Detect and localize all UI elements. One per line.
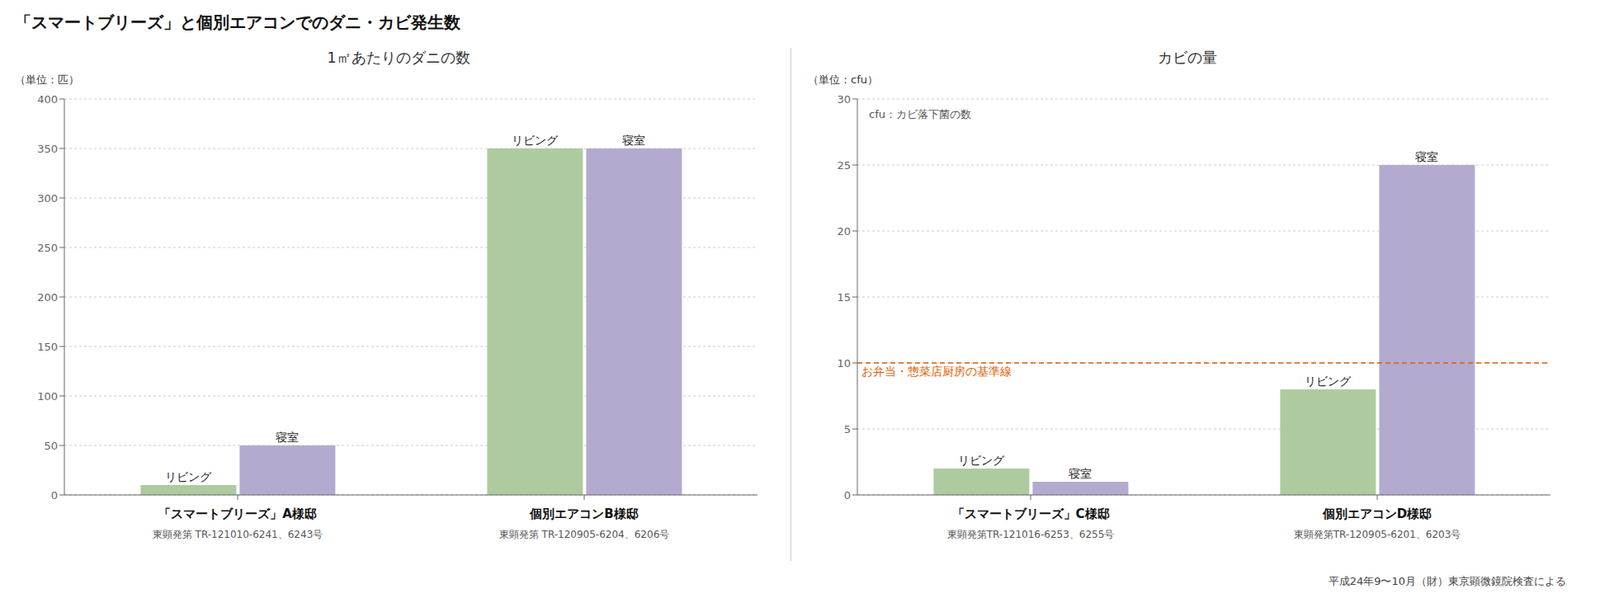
svg-text:30: 30 (836, 93, 851, 106)
html-text:cfu：カビ落下菌の数: cfu：カビ落下菌の数 (868, 108, 972, 121)
svg-text:5: 5 (844, 423, 851, 436)
svg-text:300: 300 (37, 192, 58, 205)
svg-text:250: 250 (37, 241, 58, 255)
svg-text:個別エアコンB様邸: 個別エアコンB様邸 (528, 506, 638, 522)
svg-text:東顕発第TR-121016-6253、6255号: 東顕発第TR-121016-6253、6255号 (947, 528, 1115, 541)
svg-text:リビング: リビング (958, 453, 1006, 468)
html-text:1㎡あたりのダニの数: 1㎡あたりのダニの数 (327, 48, 471, 67)
svg-text:東顕発第TR-120905-6201、6203号: 東顕発第TR-120905-6201、6203号 (1293, 528, 1462, 541)
html-text:（単位：cfu）: （単位：cfu） (807, 73, 878, 86)
svg-text:20: 20 (836, 225, 851, 238)
svg-text:個別エアコンD様邸: 個別エアコンD様邸 (1321, 506, 1432, 522)
svg-text:リビング: リビング (1304, 374, 1352, 388)
svg-text:50: 50 (43, 439, 58, 453)
svg-text:200: 200 (37, 291, 58, 304)
html-text:カビの量: カビの量 (1157, 48, 1217, 67)
svg-text:10: 10 (836, 357, 851, 370)
svg-text:お弁当・惣菜店厨房の基準線: お弁当・惣菜店厨房の基準線 (861, 364, 1012, 378)
svg-text:「スマートブリーズ」C様邸: 「スマートブリーズ」C様邸 (951, 506, 1110, 522)
svg-text:350: 350 (37, 142, 58, 156)
svg-text:「スマートブリーズ」A様邸: 「スマートブリーズ」A様邸 (158, 506, 317, 522)
html-text:平成24年9〜10月（財）東京顕微鏡院検査による: 平成24年9〜10月（財）東京顕微鏡院検査による (1328, 575, 1567, 588)
svg-text:0: 0 (844, 489, 851, 502)
html-text:「スマートブリーズ」と個別エアコンでのダニ・カビ発生数: 「スマートブリーズ」と個別エアコンでのダニ・カビ発生数 (14, 12, 461, 33)
svg-text:100: 100 (37, 390, 58, 403)
svg-text:寝室: 寝室 (1068, 467, 1092, 481)
svg-text:15: 15 (836, 291, 851, 304)
svg-text:寝室: 寝室 (1415, 150, 1439, 164)
svg-text:寝室: 寝室 (275, 430, 299, 444)
svg-text:東顕発第 TR-121010-6241、6243号: 東顕発第 TR-121010-6241、6243号 (152, 528, 324, 541)
svg-text:25: 25 (836, 159, 851, 172)
svg-text:東顕発第 TR-120905-6204、6206号: 東顕発第 TR-120905-6204、6206号 (499, 528, 671, 541)
html-text:（単位：匹）: （単位：匹） (14, 73, 80, 86)
svg-text:150: 150 (37, 340, 58, 354)
svg-text:400: 400 (37, 93, 58, 106)
svg-text:寝室: 寝室 (622, 133, 646, 147)
svg-text:リビング: リビング (165, 470, 213, 484)
svg-text:リビング: リビング (511, 133, 559, 147)
svg-text:0: 0 (51, 489, 58, 502)
